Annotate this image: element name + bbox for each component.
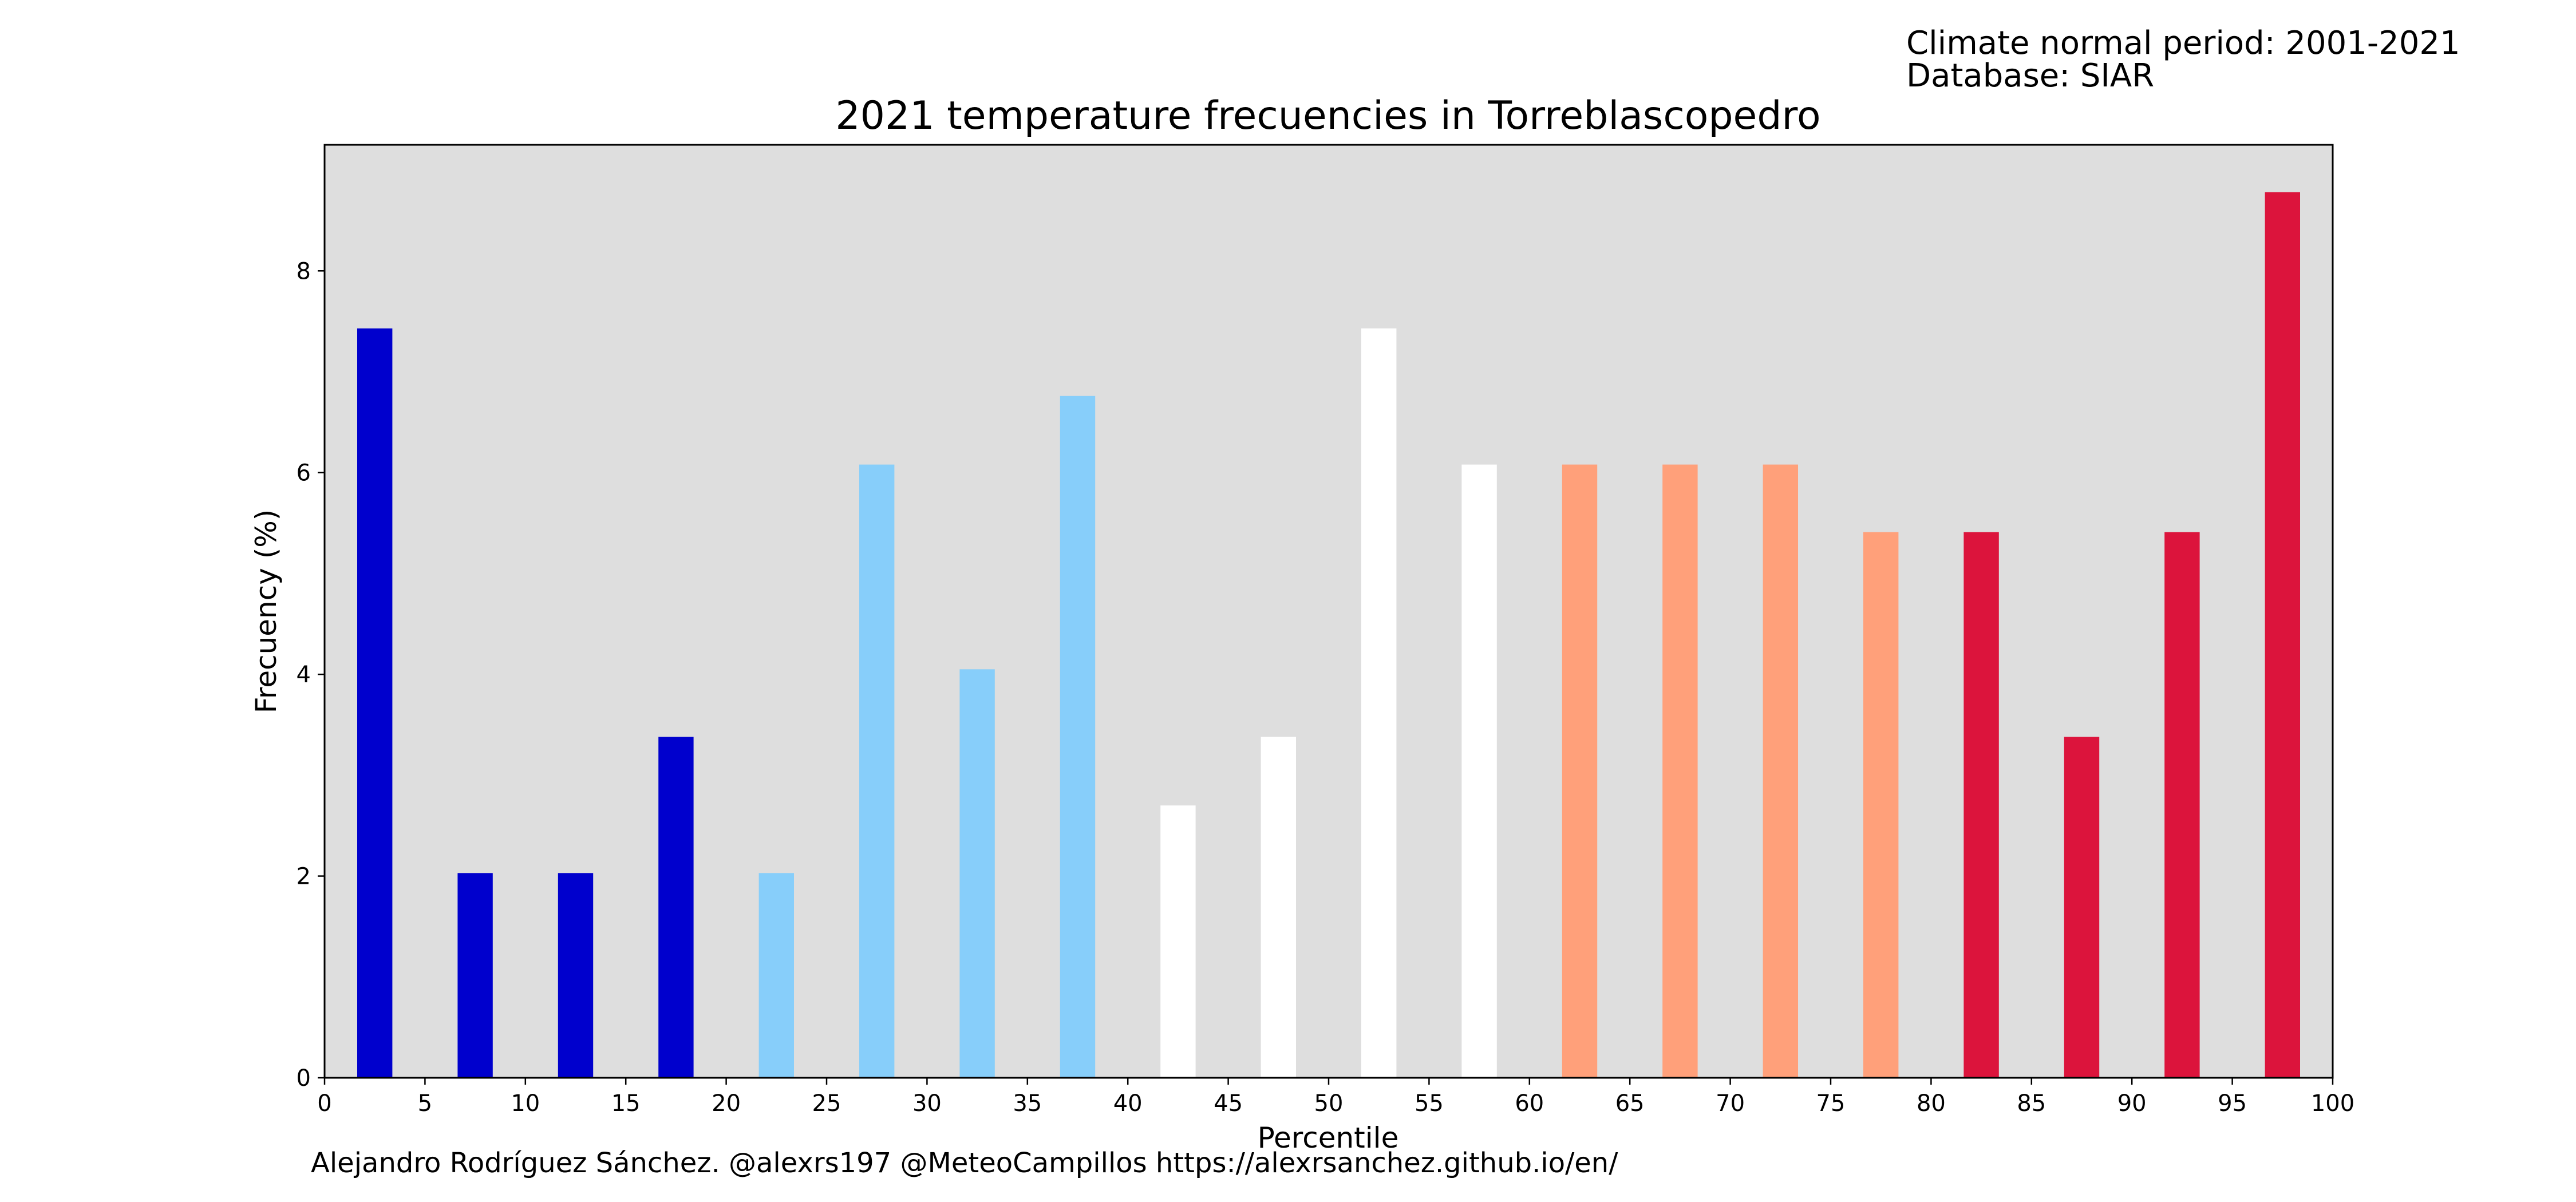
chart-title: 2021 temperature frecuencies in Torrebla… <box>835 93 1820 139</box>
bar-3 <box>658 737 694 1078</box>
x-tick-label: 60 <box>1515 1090 1544 1117</box>
normal-period-label: Climate normal period: 2001-2021 <box>1906 25 2460 62</box>
bar-9 <box>1261 737 1296 1078</box>
footer-credit: Alejandro Rodríguez Sánchez. @alexrs197 … <box>311 1147 1618 1179</box>
bar-13 <box>1662 464 1698 1078</box>
bar-0 <box>357 328 393 1078</box>
x-tick-label: 100 <box>2311 1090 2354 1117</box>
bar-15 <box>1863 532 1899 1078</box>
x-tick-label: 75 <box>1816 1090 1846 1117</box>
plot-area <box>325 145 2333 1078</box>
x-tick-label: 95 <box>2218 1090 2247 1117</box>
bar-10 <box>1361 328 1397 1078</box>
y-axis-ticks: 0 2 4 6 8 <box>297 258 325 1092</box>
y-tick-label: 4 <box>297 662 311 688</box>
bar-4 <box>758 873 794 1078</box>
y-tick-label: 0 <box>297 1065 311 1092</box>
bar-16 <box>1963 532 1999 1078</box>
x-tick-label: 80 <box>1917 1090 1946 1117</box>
x-tick-label: 20 <box>712 1090 741 1117</box>
bar-12 <box>1562 464 1598 1078</box>
bar-18 <box>2164 532 2200 1078</box>
x-tick-label: 45 <box>1214 1090 1243 1117</box>
x-tick-label: 15 <box>611 1090 641 1117</box>
x-axis-ticks: 0 5 10 15 20 25 30 35 40 45 50 55 60 65 70 75 80 85 90 95 10… <box>317 1078 2354 1117</box>
bar-7 <box>1060 396 1096 1078</box>
bar-8 <box>1160 805 1196 1078</box>
bar-1 <box>457 873 493 1078</box>
y-axis-label: Frecuency (%) <box>250 509 283 713</box>
bar-17 <box>2064 737 2100 1078</box>
bar-2 <box>558 873 594 1078</box>
x-tick-label: 0 <box>317 1090 331 1117</box>
x-tick-label: 50 <box>1314 1090 1344 1117</box>
bar-5 <box>859 464 895 1078</box>
bars-group <box>357 192 2300 1078</box>
bar-14 <box>1763 464 1798 1078</box>
database-label: Database: SIAR <box>1906 57 2154 94</box>
x-tick-label: 10 <box>511 1090 540 1117</box>
bar-11 <box>1461 464 1497 1078</box>
x-tick-label: 30 <box>912 1090 942 1117</box>
bar-6 <box>959 669 995 1078</box>
x-tick-label: 90 <box>2117 1090 2147 1117</box>
x-tick-label: 5 <box>418 1090 432 1117</box>
x-tick-label: 55 <box>1415 1090 1444 1117</box>
x-axis-label: Percentile <box>1258 1121 1399 1154</box>
x-tick-label: 70 <box>1716 1090 1745 1117</box>
x-tick-label: 40 <box>1113 1090 1143 1117</box>
y-tick-label: 2 <box>297 864 311 890</box>
x-tick-label: 25 <box>812 1090 841 1117</box>
x-tick-label: 65 <box>1615 1090 1645 1117</box>
x-tick-label: 35 <box>1013 1090 1042 1117</box>
x-tick-label: 85 <box>2017 1090 2046 1117</box>
y-tick-label: 8 <box>297 258 311 284</box>
bar-19 <box>2265 192 2300 1078</box>
y-tick-label: 6 <box>297 460 311 487</box>
